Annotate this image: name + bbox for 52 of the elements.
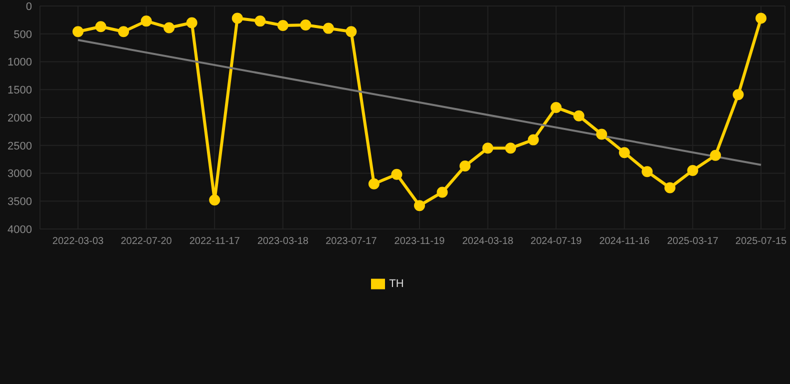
y-tick-label: 0	[26, 0, 32, 13]
point	[664, 182, 676, 194]
x-tick-label: 2023-07-17	[326, 236, 378, 248]
point	[346, 26, 357, 38]
legend-label: TH	[389, 278, 404, 290]
point	[460, 160, 471, 172]
y-tick-label: 3000	[8, 168, 32, 180]
x-tick-label: 2023-11-19	[394, 236, 446, 248]
point	[710, 150, 721, 161]
point	[756, 12, 766, 24]
x-tick-label: 2023-03-18	[257, 236, 309, 248]
point	[414, 200, 425, 212]
x-tick-label: 2022-07-20	[120, 236, 172, 248]
point	[209, 194, 220, 206]
point	[391, 168, 402, 180]
x-tick-label: 2022-03-03	[52, 236, 104, 248]
x-tick-label: 2024-07-19	[530, 236, 582, 248]
y-tick-label: 500	[14, 28, 32, 41]
y-tick-label: 1500	[8, 84, 32, 97]
point	[528, 134, 539, 146]
point	[368, 178, 380, 190]
point	[573, 110, 584, 122]
point	[550, 102, 562, 113]
x-tick-label: 2025-07-15	[735, 236, 788, 248]
point	[322, 22, 334, 34]
x-tick-label: 2022-11-17	[189, 236, 240, 248]
point	[232, 12, 243, 24]
y-tick-label: 3500	[8, 196, 32, 208]
x-tick-label: 2024-11-16	[599, 236, 650, 248]
point	[642, 166, 653, 178]
point	[118, 26, 130, 38]
point	[618, 147, 630, 158]
point	[482, 142, 494, 154]
y-tick-label: 2000	[8, 112, 32, 124]
point	[140, 16, 152, 27]
point	[254, 16, 266, 27]
x-tick-label: 2024-03-18	[462, 236, 514, 248]
y-tick-label: 2500	[8, 140, 32, 152]
point	[436, 186, 448, 198]
y-tick-label: 1000	[8, 56, 32, 69]
point	[687, 164, 698, 176]
point	[164, 22, 175, 34]
point	[95, 21, 106, 32]
y-tick-label: 4000	[8, 224, 32, 236]
point	[186, 17, 198, 28]
point	[732, 89, 744, 100]
point	[505, 142, 516, 154]
x-tick-label: 2025-03-17	[667, 236, 719, 248]
point	[72, 26, 84, 38]
point	[277, 20, 288, 32]
point	[300, 19, 312, 30]
point	[596, 128, 608, 140]
